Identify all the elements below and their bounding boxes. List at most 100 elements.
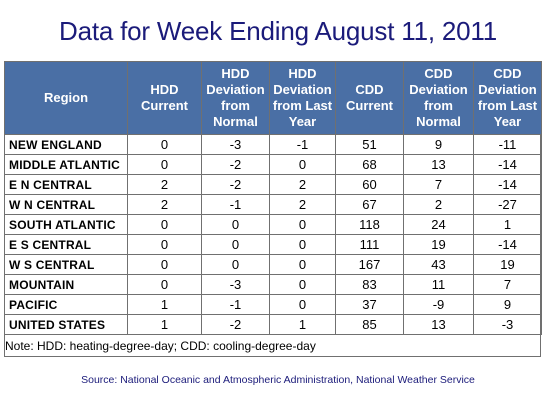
column-header-line: Current	[346, 98, 393, 113]
value-cell: 13	[403, 154, 474, 175]
value-cell: 0	[127, 214, 202, 235]
region-cell: W N CENTRAL	[4, 194, 128, 215]
value-cell: 68	[335, 154, 404, 175]
value-cell: 37	[335, 294, 404, 315]
value-cell: 0	[269, 294, 336, 315]
column-header-line: Region	[43, 90, 89, 105]
value-cell: -3	[201, 274, 270, 295]
column-header-line: from	[221, 98, 250, 113]
value-cell: 2	[269, 174, 336, 195]
value-cell: 67	[335, 194, 404, 215]
value-cell: 13	[403, 314, 474, 335]
value-cell: 19	[403, 234, 474, 255]
value-cell: 0	[269, 274, 336, 295]
value-cell: -1	[269, 134, 336, 155]
value-cell: 7	[403, 174, 474, 195]
column-header-line: Year	[288, 114, 317, 129]
value-cell: 2	[269, 194, 336, 215]
region-cell: E N CENTRAL	[4, 174, 128, 195]
value-cell: 0	[201, 214, 270, 235]
value-cell: -11	[473, 134, 542, 155]
value-cell: 0	[269, 214, 336, 235]
value-cell: -1	[201, 294, 270, 315]
header-row: Region HDD Current HDD Deviation from Normal HD…	[4, 61, 542, 135]
table-row: W N CENTRAL 2 -1 2 67 2 -27	[4, 194, 542, 215]
value-cell: 2	[127, 194, 202, 215]
value-cell: 0	[201, 254, 270, 275]
degree-day-table: Region HDD Current HDD Deviation from Normal HD…	[4, 61, 542, 335]
column-header-line: from Last	[477, 98, 538, 113]
column-header: CDD Deviation from Last Year	[473, 61, 542, 135]
value-cell: -2	[201, 154, 270, 175]
region-cell: NEW ENGLAND	[4, 134, 128, 155]
column-header-line: HDD	[288, 66, 317, 81]
table-row: W S CENTRAL 0 0 0 167 43 19	[4, 254, 542, 275]
table-body: NEW ENGLAND 0 -3 -1 51 9 -11 MIDDLE ATLANTIC 0 -2…	[4, 134, 542, 335]
table-row: UNITED STATES 1 -2 1 85 13 -3	[4, 314, 542, 335]
column-header-line: HDD	[150, 82, 179, 97]
value-cell: 1	[269, 314, 336, 335]
column-header-line: CDD	[355, 82, 384, 97]
column-header-line: Deviation	[478, 82, 537, 97]
value-cell: 2	[403, 194, 474, 215]
column-header-line: Year	[493, 114, 522, 129]
value-cell: -2	[201, 174, 270, 195]
value-cell: 83	[335, 274, 404, 295]
value-cell: 51	[335, 134, 404, 155]
value-cell: 2	[127, 174, 202, 195]
column-header-line: Deviation	[206, 82, 265, 97]
source-line: Source: National Oceanic and Atmospheric…	[81, 374, 475, 386]
column-header-line: Normal	[416, 114, 461, 129]
value-cell: 0	[127, 234, 202, 255]
value-cell: 0	[269, 254, 336, 275]
table-row: E S CENTRAL 0 0 0 111 19 -14	[4, 234, 542, 255]
value-cell: 85	[335, 314, 404, 335]
region-cell: MIDDLE ATLANTIC	[4, 154, 128, 175]
column-header-line: CDD	[424, 66, 453, 81]
region-cell: MOUNTAIN	[4, 274, 128, 295]
value-cell: 7	[473, 274, 542, 295]
value-cell: -14	[473, 154, 542, 175]
page-title: Data for Week Ending August 11, 2011	[59, 16, 497, 46]
column-header: CDD Current	[335, 61, 404, 135]
value-cell: 0	[201, 234, 270, 255]
column-header-line: Normal	[213, 114, 258, 129]
value-cell: -9	[403, 294, 474, 315]
table-row: NEW ENGLAND 0 -3 -1 51 9 -11	[4, 134, 542, 155]
table-row: MOUNTAIN 0 -3 0 83 11 7	[4, 274, 542, 295]
region-cell: SOUTH ATLANTIC	[4, 214, 128, 235]
value-cell: 118	[335, 214, 404, 235]
value-cell: 43	[403, 254, 474, 275]
column-header-line: from Last	[272, 98, 333, 113]
column-header: HDD Current	[127, 61, 202, 135]
column-header: HDD Deviation from Last Year	[269, 61, 336, 135]
value-cell: -14	[473, 174, 542, 195]
column-header-line: CDD	[493, 66, 522, 81]
value-cell: 0	[269, 234, 336, 255]
column-header-line: HDD	[221, 66, 250, 81]
value-cell: -2	[201, 314, 270, 335]
table-note: Note: HDD: heating-degree-day; CDD: cool…	[5, 339, 316, 353]
value-cell: -1	[201, 194, 270, 215]
value-cell: 1	[127, 314, 202, 335]
region-cell: PACIFIC	[4, 294, 128, 315]
column-header: Region	[4, 61, 128, 135]
value-cell: 0	[269, 154, 336, 175]
value-cell: 1	[473, 214, 542, 235]
table-row: SOUTH ATLANTIC 0 0 0 118 24 1	[4, 214, 542, 235]
value-cell: -14	[473, 234, 542, 255]
value-cell: 24	[403, 214, 474, 235]
value-cell: -3	[201, 134, 270, 155]
column-header: HDD Deviation from Normal	[201, 61, 270, 135]
column-header-line: Current	[141, 98, 188, 113]
value-cell: 167	[335, 254, 404, 275]
column-header-line: Deviation	[273, 82, 332, 97]
region-cell: E S CENTRAL	[4, 234, 128, 255]
region-cell: UNITED STATES	[4, 314, 128, 335]
region-cell: W S CENTRAL	[4, 254, 128, 275]
value-cell: 0	[127, 154, 202, 175]
value-cell: -27	[473, 194, 542, 215]
value-cell: 0	[127, 274, 202, 295]
value-cell: 1	[127, 294, 202, 315]
value-cell: 111	[335, 234, 404, 255]
